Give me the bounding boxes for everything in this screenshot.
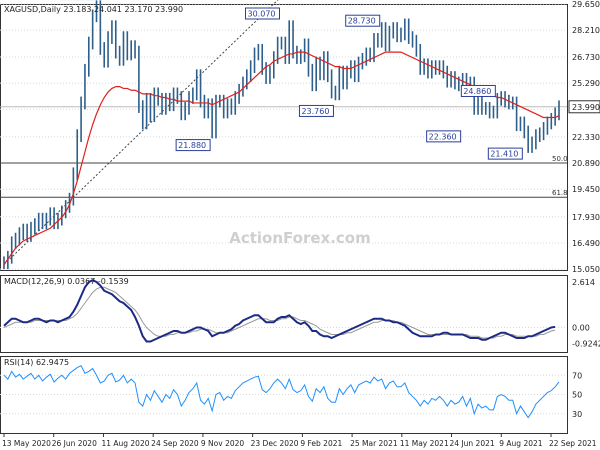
macd-y-tick-label: 0.00 xyxy=(572,324,590,333)
annotation-box xyxy=(460,84,496,97)
main-y-tick-label: 29.650 xyxy=(572,0,600,9)
annotation-box xyxy=(245,7,280,20)
x-tick-label: 24 Sep 2020 xyxy=(151,439,199,448)
x-tick-label: 9 Aug 2021 xyxy=(499,439,542,448)
panel-frame-2 xyxy=(0,356,568,434)
x-tick-label: 24 Jun 2021 xyxy=(450,439,495,448)
main-y-tick-label: 15.050 xyxy=(572,265,600,274)
x-tick-label: 25 Mar 2021 xyxy=(350,439,398,448)
annotation-label: 30.070 xyxy=(248,10,276,19)
rsi-y-tick-label: 70 xyxy=(572,371,582,380)
macd-y-tick-label: -0.9242 xyxy=(572,340,600,349)
rsi-line xyxy=(3,364,560,419)
annotation-label: 23.760 xyxy=(301,107,329,116)
last-price-badge xyxy=(568,100,600,114)
panel-frame-0 xyxy=(0,4,568,271)
x-tick-label: 13 May 2020 xyxy=(2,439,51,448)
last-price-label: 23.990 xyxy=(572,103,600,112)
annotation-box xyxy=(175,139,211,152)
annotation-label: 24.860 xyxy=(463,87,491,96)
macd-title: MACD(12,26,9) 0.0367 -0.1539 xyxy=(4,277,129,286)
watermark: ActionForex.com xyxy=(229,229,371,247)
annotation-label: 21.880 xyxy=(178,141,206,150)
x-tick-label: 26 Jun 2020 xyxy=(52,439,97,448)
ma-line xyxy=(3,51,560,265)
main-y-tick-label: 25.290 xyxy=(572,79,600,88)
main-y-tick-label: 28.210 xyxy=(572,26,600,35)
main-title: XAGUSD,Daily 23.183 24.041 23.170 23.990 xyxy=(4,5,183,14)
x-tick-label: 9 Nov 2020 xyxy=(201,439,244,448)
x-tick-label: 9 Feb 2021 xyxy=(300,439,342,448)
main-y-tick-label: 20.890 xyxy=(572,159,600,168)
annotation-label: 28.730 xyxy=(348,17,376,26)
macd-signal-line xyxy=(3,286,556,339)
fib-label: 50.0 xyxy=(552,155,568,163)
x-tick-label: 22 Sep 2021 xyxy=(549,439,597,448)
x-tick-label: 11 May 2021 xyxy=(400,439,449,448)
annotation-box xyxy=(298,104,334,117)
annotation-box xyxy=(487,147,523,160)
main-y-tick-label: 16.490 xyxy=(572,239,600,248)
rsi-y-tick-label: 50 xyxy=(572,391,582,400)
macd-y-tick-label: 2.614 xyxy=(572,278,595,287)
rsi-y-tick-label: 30 xyxy=(572,410,582,419)
main-y-tick-label: 19.450 xyxy=(572,185,600,194)
annotation-label: 21.410 xyxy=(490,150,518,159)
annotation-box xyxy=(345,14,381,27)
rsi-title: RSI(14) 62.9475 xyxy=(4,358,69,367)
macd-line xyxy=(3,279,556,343)
main-y-tick-label: 17.930 xyxy=(572,213,600,222)
panel-frame-1 xyxy=(0,275,568,353)
x-tick-label: 11 Aug 2020 xyxy=(101,439,149,448)
main-y-tick-label: 26.730 xyxy=(572,53,600,62)
fib-label: 61.8 xyxy=(552,189,568,197)
x-tick-label: 23 Dec 2020 xyxy=(251,439,299,448)
annotation-label: 22.360 xyxy=(429,132,457,141)
main-y-tick-label: 22.330 xyxy=(572,133,600,142)
annotation-box xyxy=(426,130,462,143)
